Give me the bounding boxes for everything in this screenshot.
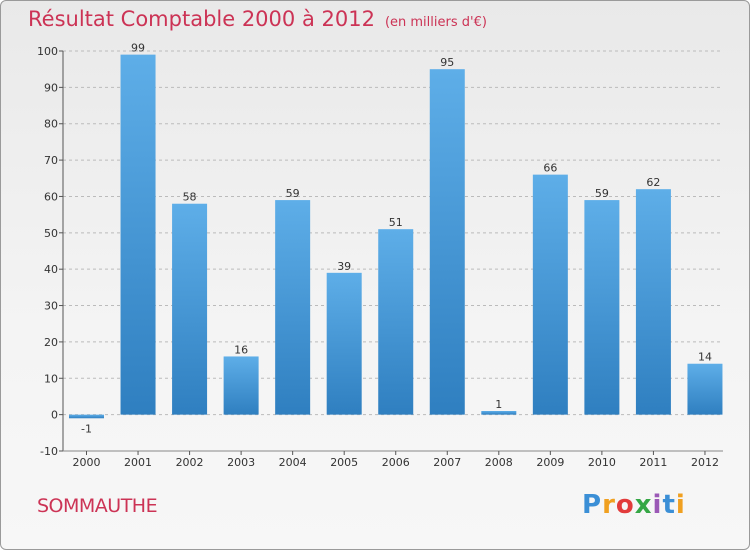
y-tick-label: 40	[44, 263, 58, 276]
y-tick-label: 60	[44, 190, 58, 203]
x-tick-label: 2002	[176, 456, 204, 469]
x-tick-label: 2005	[330, 456, 358, 469]
bar-value-label: 59	[286, 187, 300, 200]
y-tick-label: 10	[44, 372, 58, 385]
bar-value-label: 51	[389, 216, 403, 229]
x-tick-label: 2007	[433, 456, 461, 469]
bar	[275, 200, 311, 415]
bar	[69, 414, 104, 419]
x-tick-label: 2010	[588, 456, 616, 469]
bar-value-label: -1	[81, 422, 92, 435]
y-tick-label: 80	[44, 118, 58, 131]
chart-title: Résultat Comptable 2000 à 2012 (en millie…	[28, 7, 487, 31]
x-tick-label: 2012	[691, 456, 719, 469]
bar	[584, 200, 620, 415]
commune-name: SOMMAUTHE	[37, 495, 158, 517]
bar-value-label: 62	[646, 176, 660, 189]
x-tick-label: 2011	[639, 456, 667, 469]
bar	[223, 356, 259, 415]
bar	[120, 54, 156, 415]
bar	[326, 272, 362, 415]
bar-value-label: 59	[595, 187, 609, 200]
y-tick-label: 20	[44, 336, 58, 349]
bar	[687, 363, 723, 415]
y-tick-label: -10	[40, 445, 58, 458]
bar-value-label: 16	[234, 343, 248, 356]
x-tick-label: 2004	[279, 456, 307, 469]
bar	[378, 229, 414, 415]
y-tick-label: 30	[44, 300, 58, 313]
proxiti-logo: Proxiti	[582, 490, 686, 520]
x-tick-label: 2009	[536, 456, 564, 469]
bar	[532, 174, 568, 415]
y-tick-label: 100	[37, 45, 58, 58]
x-tick-label: 2000	[73, 456, 101, 469]
bar	[172, 203, 208, 415]
bar-value-label: 95	[440, 56, 454, 69]
bar	[481, 411, 517, 415]
x-tick-label: 2001	[124, 456, 152, 469]
x-tick-label: 2008	[485, 456, 513, 469]
x-tick-label: 2006	[382, 456, 410, 469]
y-tick-label: 70	[44, 154, 58, 167]
bar-value-label: 39	[337, 260, 351, 273]
bar-value-label: 1	[495, 398, 502, 411]
y-tick-label: 90	[44, 81, 58, 94]
bar	[429, 69, 465, 415]
bar-value-label: 58	[183, 191, 197, 204]
bar-value-label: 14	[698, 351, 712, 364]
x-tick-label: 2003	[227, 456, 255, 469]
y-tick-label: 0	[51, 409, 58, 422]
bar-value-label: 66	[543, 162, 557, 175]
bar	[635, 189, 671, 415]
y-tick-label: 50	[44, 227, 58, 240]
chart-title-text: Résultat Comptable 2000 à 2012	[28, 7, 375, 31]
chart-subtitle: (en milliers d'€)	[384, 15, 487, 30]
bar-value-label: 99	[131, 42, 145, 55]
